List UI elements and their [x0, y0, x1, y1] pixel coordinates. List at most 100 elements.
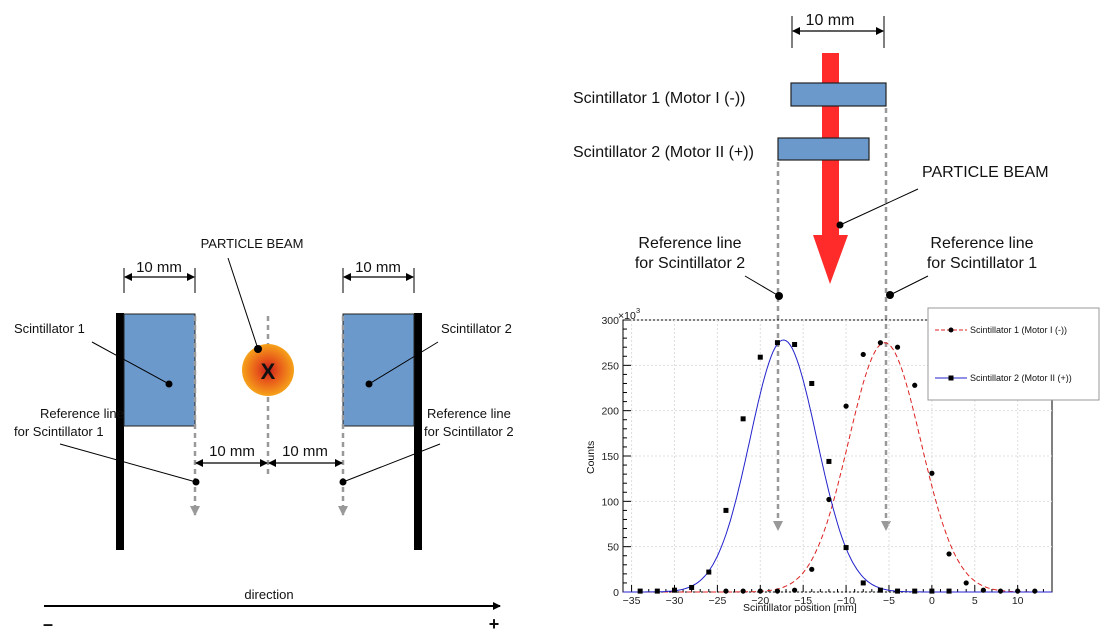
y-tick-label: 250	[601, 360, 619, 372]
x-tick-label: −5	[883, 595, 895, 607]
right-beam-label: PARTICLE BEAM	[922, 164, 1049, 181]
x-axis-label: Scintillator position [mm]	[743, 602, 857, 614]
right-ref2-label-line1: Reference line	[638, 235, 741, 252]
scintillator-2-box	[342, 313, 415, 427]
series-2-point	[689, 584, 695, 590]
y-tick-label: 200	[601, 406, 619, 418]
y-tick-label: 150	[601, 451, 619, 463]
right-ref1-pointer	[889, 275, 929, 296]
left-diagram: X PARTICLE BEAM 10 mm 10 mm 10 mm 10 mm …	[14, 236, 514, 634]
left-scintillator-1-label: Scintillator 1	[14, 321, 85, 336]
right-scintillator-1-box	[790, 82, 887, 107]
direction-label: direction	[244, 587, 293, 602]
y-tick-label: 0	[613, 587, 619, 599]
particle-beam-spot	[242, 344, 294, 396]
left-ref1-label-line2: for Scintillator 1	[14, 424, 104, 439]
x-tick-label: −30	[666, 595, 684, 607]
left-scint1-pointer	[91, 341, 170, 385]
series-2-point	[895, 588, 901, 594]
right-scintillator-1-label: Scintillator 1 (Motor I (-))	[573, 90, 745, 107]
chart-points	[637, 340, 1038, 594]
left-ref1-pointer	[59, 443, 197, 483]
legend-box	[927, 307, 1100, 401]
left-black-bar	[116, 313, 124, 550]
series-1-point	[929, 470, 935, 476]
chart-curves	[623, 339, 1052, 593]
series-1-point	[860, 351, 866, 358]
right-ref1-pointer-dot	[886, 291, 894, 299]
series-2-point	[946, 588, 952, 594]
left-beam-pointer	[227, 257, 259, 350]
series-1-point	[1015, 588, 1021, 594]
series-2-point	[912, 588, 918, 594]
right-ref1-label-line1: Reference line	[930, 235, 1033, 252]
left-scint2-pointer	[368, 341, 439, 385]
right-scintillator-2-box	[777, 137, 870, 161]
series-2-point	[774, 340, 780, 346]
x-tick-label: −15	[794, 595, 812, 607]
left-ref1-pointer-dot	[192, 478, 200, 486]
series-1-point	[946, 551, 952, 557]
right-ref2-label-line2: for Scintillator 2	[635, 255, 745, 272]
y-tick-label: 100	[601, 496, 619, 508]
series-2-point	[809, 380, 815, 386]
series-1-point	[740, 588, 746, 594]
series-1-point	[757, 588, 763, 594]
series-1-point	[826, 496, 832, 503]
series-2-point	[637, 588, 643, 594]
x-tick-label: 0	[929, 595, 935, 607]
series-2-fit-curve	[623, 339, 1052, 593]
series-2-point	[757, 354, 763, 360]
dim-gap-1-label: 10 mm	[209, 443, 255, 460]
series-2-point	[723, 507, 729, 513]
right-dim-label: 10 mm	[806, 12, 855, 29]
right-ref1-label-line2: for Scintillator 1	[927, 255, 1037, 272]
direction-minus: –	[43, 614, 53, 634]
right-ref2-pointer-dot	[775, 292, 783, 300]
y-axis-label: Counts	[585, 441, 597, 474]
right-ref2-pointer	[744, 275, 780, 297]
series-1-point	[997, 588, 1004, 594]
right-beam-pointer-dot	[836, 221, 844, 229]
right-beam-pointer	[839, 188, 919, 226]
x-tick-label: −20	[751, 595, 769, 607]
series-1-point	[980, 587, 986, 593]
right-scintillator-2-label: Scintillator 2 (Motor II (+))	[573, 144, 754, 161]
left-scint1-pointer-dot	[165, 380, 173, 388]
beam-x-mark: X	[261, 359, 276, 384]
series-1-point	[843, 403, 849, 409]
series-2-point	[843, 545, 849, 551]
beam-arrow-head	[813, 235, 848, 284]
counts-chart: −35 −30 −25 −20 −15 −10 −5 0 5 100501001502002503…	[585, 306, 1100, 614]
chart-legend: Scintillator 1 (Motor I (-)) Scintillato…	[927, 307, 1100, 401]
left-ref2-pointer	[342, 443, 441, 483]
left-scintillator-2-label: Scintillator 2	[441, 321, 512, 336]
series-2-point	[877, 587, 883, 593]
series-1-point	[963, 580, 969, 586]
series-1-point	[912, 382, 918, 388]
x-tick-label: 10	[1012, 595, 1024, 607]
series-1-point	[792, 587, 798, 593]
left-beam-label: PARTICLE BEAM	[201, 236, 304, 251]
left-scint2-pointer-dot	[365, 380, 373, 388]
direction-plus: +	[489, 614, 500, 634]
y-tick-label: 300	[601, 315, 619, 327]
chart-ticks: −35 −30 −25 −20 −15 −10 −5 0 5 100501001502002503…	[601, 315, 1053, 607]
series-1-point	[1032, 588, 1038, 594]
left-beam-pointer-dot	[254, 345, 262, 353]
series-1-point	[723, 588, 729, 594]
dim-gap-2-label: 10 mm	[282, 443, 328, 460]
series-1-point	[877, 340, 884, 346]
series-1-point	[774, 588, 781, 594]
legend-series1-marker	[948, 327, 954, 333]
series-2-point	[706, 569, 712, 575]
x-tick-label: −25	[708, 595, 726, 607]
series-1-fit-curve	[623, 342, 1052, 593]
series-1-point	[894, 344, 901, 350]
series-2-point	[929, 588, 935, 594]
legend-series2-marker	[948, 375, 954, 381]
y-exponent: ×10	[618, 310, 636, 322]
series-2-point	[654, 588, 660, 594]
dim-width-1-label: 10 mm	[136, 259, 182, 276]
